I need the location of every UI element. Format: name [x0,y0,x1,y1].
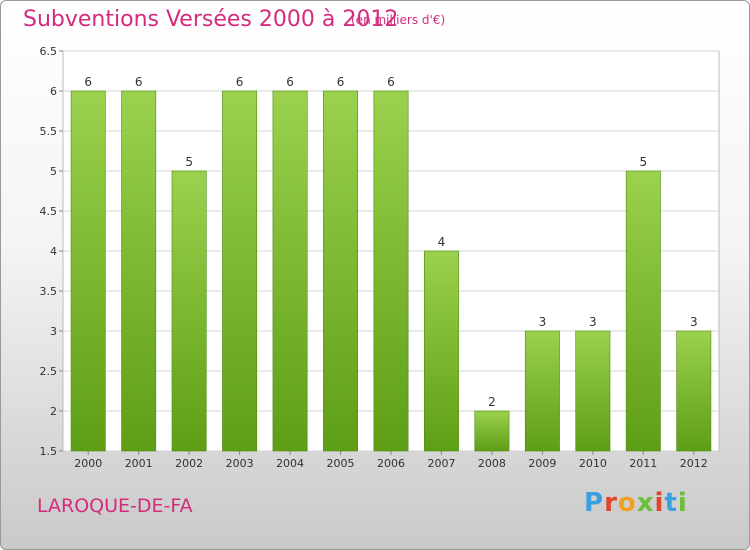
x-tick-label: 2010 [579,457,607,470]
bar-2002 [171,170,207,452]
data-label: 3 [589,315,597,329]
bar-2004 [272,90,308,452]
data-label: 6 [286,75,294,89]
y-tick-label: 4 [50,245,57,258]
data-label: 3 [539,315,547,329]
x-tick-label: 2000 [74,457,102,470]
data-label: 4 [438,235,446,249]
data-label: 6 [135,75,143,89]
y-tick-label: 6.5 [40,45,58,58]
x-tick-label: 2003 [226,457,254,470]
data-label: 2 [488,395,496,409]
y-tick-label: 1.5 [40,445,58,458]
data-label: 6 [387,75,395,89]
data-label: 6 [236,75,244,89]
logo-letter: P [584,488,605,518]
y-tick-label: 3 [50,325,57,338]
bar-2001 [121,90,157,452]
x-tick-label: 2007 [427,457,455,470]
logo-letter: r [604,488,618,518]
bar-2012 [676,330,712,452]
data-label: 3 [690,315,698,329]
x-tick-label: 2011 [629,457,657,470]
x-tick-label: 2008 [478,457,506,470]
bar-2007 [424,250,459,452]
data-label: 5 [185,155,193,169]
logo-letter: i [654,488,665,518]
proxiti-logo: Proxiti [584,488,688,518]
bar-2005 [323,90,358,452]
y-tick-label: 2.5 [40,365,58,378]
logo-letter: x [636,488,655,518]
bar-2009 [524,330,560,452]
x-tick-label: 2005 [327,457,355,470]
bar-2006 [373,90,409,452]
y-tick-label: 3.5 [40,285,58,298]
logo-letter: t [664,488,678,518]
data-label: 5 [639,155,647,169]
bar-2000 [70,90,106,452]
bar-2011 [625,170,661,452]
chart-subtitle: (en milliers d'€) [351,13,446,27]
logo-letter: o [617,488,637,518]
commune-name: LAROQUE-DE-FA [37,495,193,517]
y-tick-label: 4.5 [40,205,58,218]
bar-2010 [575,330,611,452]
x-tick-label: 2009 [528,457,556,470]
x-tick-label: 2012 [680,457,708,470]
x-tick-label: 2004 [276,457,304,470]
y-tick-label: 6 [50,85,57,98]
logo-letter: i [677,488,688,518]
data-label: 6 [337,75,345,89]
bar-2003 [222,90,258,452]
bar-2008 [474,410,510,452]
y-tick-label: 5.5 [40,125,58,138]
x-tick-label: 2002 [175,457,203,470]
data-label: 6 [84,75,92,89]
x-tick-label: 2001 [125,457,153,470]
y-tick-label: 2 [50,405,57,418]
y-tick-label: 5 [50,165,57,178]
x-tick-label: 2006 [377,457,405,470]
chart-title: Subventions Versées 2000 à 2012 [23,7,399,32]
